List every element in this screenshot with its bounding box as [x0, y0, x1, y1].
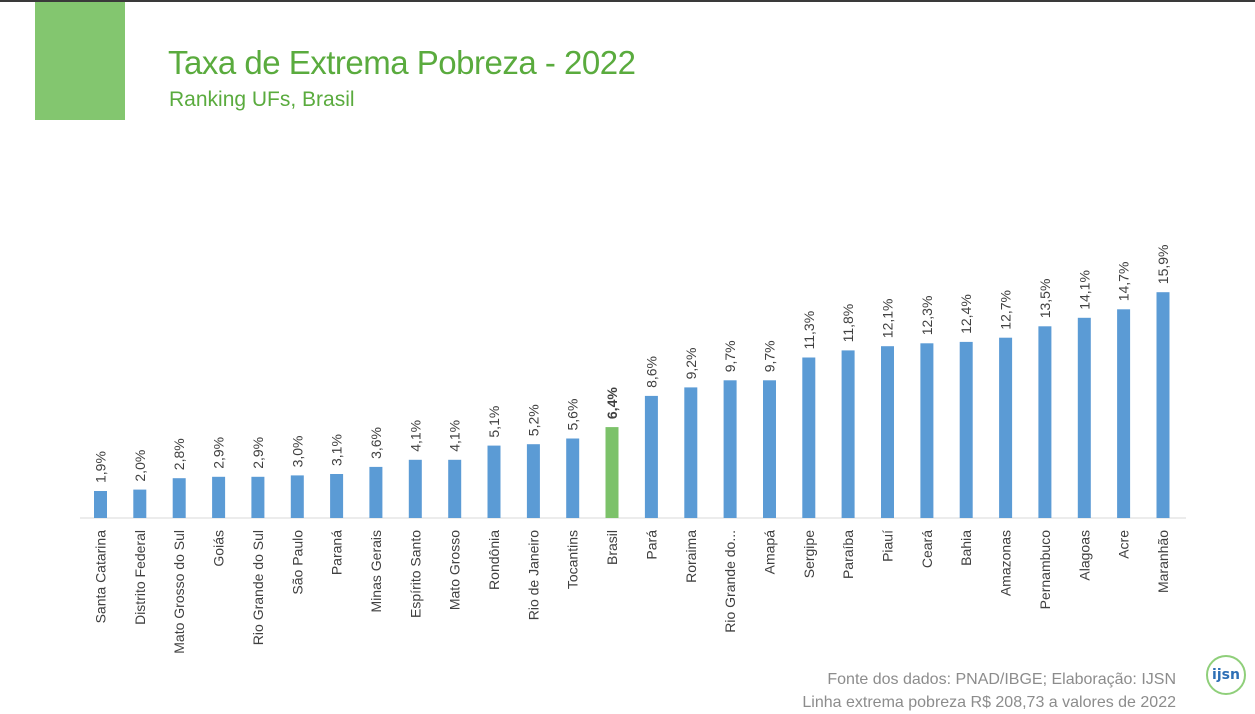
category-label: Brasil — [604, 530, 620, 565]
bar — [566, 438, 580, 518]
category-label: Piauí — [880, 530, 896, 562]
data-label: 12,3% — [919, 296, 935, 336]
category-label: Espírito Santo — [407, 530, 423, 618]
category-label: Acre — [1116, 530, 1132, 559]
accent-block — [35, 2, 125, 120]
category-label: Rondônia — [486, 530, 502, 590]
category-label: Rio de Janeiro — [525, 530, 541, 620]
data-label: 8,6% — [643, 356, 659, 388]
category-label: Amazonas — [998, 530, 1014, 596]
category-label: Mato Grosso do Sul — [171, 530, 187, 654]
data-label: 12,4% — [958, 294, 974, 334]
data-label: 9,2% — [683, 347, 699, 379]
bar — [999, 337, 1013, 518]
category-label: Paraíba — [840, 530, 856, 579]
ijsn-logo: ijsn — [1206, 655, 1246, 695]
poverty-line-note: Linha extrema pobreza R$ 208,73 a valore… — [802, 694, 1176, 711]
data-label: 4,1% — [407, 420, 423, 452]
data-label: 13,5% — [1037, 279, 1053, 319]
category-label: Alagoas — [1076, 530, 1092, 581]
bar — [959, 341, 973, 518]
category-label: Bahia — [958, 530, 974, 566]
data-label: 9,7% — [722, 340, 738, 372]
bar — [1038, 326, 1052, 518]
data-label: 3,1% — [329, 434, 345, 466]
data-label: 3,0% — [289, 435, 305, 467]
category-label: Distrito Federal — [132, 530, 148, 625]
data-label: 5,1% — [486, 406, 502, 438]
bar — [487, 445, 501, 518]
data-label: 5,6% — [565, 399, 581, 431]
category-label: Mato Grosso — [447, 530, 463, 610]
category-label: Rio Grande do Sul — [250, 530, 266, 645]
bar — [1077, 317, 1091, 518]
data-label: 2,9% — [250, 437, 266, 469]
bar — [802, 357, 816, 518]
category-label: Sergipe — [801, 530, 817, 578]
category-label: Ceará — [919, 530, 935, 568]
data-label: 11,3% — [801, 311, 817, 350]
bar — [408, 459, 422, 518]
bar — [723, 380, 737, 518]
data-label: 14,1% — [1076, 270, 1092, 310]
data-label: 15,9% — [1155, 244, 1171, 284]
data-label: 12,1% — [880, 298, 896, 338]
bar — [881, 346, 894, 518]
category-label: Maranhão — [1155, 530, 1171, 593]
bar — [920, 343, 934, 518]
bar — [1117, 309, 1131, 518]
bar — [448, 459, 462, 518]
bar — [212, 476, 226, 518]
data-label: 2,8% — [171, 438, 187, 470]
category-label: Minas Gerais — [368, 530, 384, 612]
data-label: 12,7% — [998, 290, 1014, 330]
bar — [172, 478, 186, 518]
bar — [605, 427, 619, 518]
category-label: Pernambuco — [1037, 530, 1053, 610]
data-label: 4,1% — [447, 420, 463, 452]
category-label: Santa Catarina — [93, 530, 109, 624]
bar — [841, 350, 855, 518]
bar — [369, 466, 383, 518]
bar — [763, 380, 776, 518]
category-label: Rio Grande do... — [722, 530, 738, 633]
bar — [251, 476, 265, 518]
category-label: Amapá — [762, 530, 778, 575]
category-label: Pará — [643, 530, 659, 560]
bar — [1156, 292, 1170, 518]
data-label: 2,0% — [132, 450, 148, 482]
data-label: 1,9% — [93, 451, 109, 483]
bar — [133, 489, 147, 518]
data-label: 5,2% — [525, 404, 541, 436]
footer-notes: Fonte dos dados: PNAD/IBGE; Elaboração: … — [802, 668, 1176, 714]
data-label: 14,7% — [1116, 262, 1132, 302]
bar — [644, 395, 658, 518]
bar — [684, 387, 698, 518]
top-rule — [0, 0, 1255, 2]
data-label: 2,9% — [211, 437, 227, 469]
data-label: 11,8% — [840, 304, 856, 343]
data-label: 6,4% — [604, 387, 620, 419]
bar — [526, 444, 540, 518]
chart-subtitle: Ranking UFs, Brasil — [169, 88, 355, 111]
category-label: Paraná — [329, 530, 345, 575]
data-label: 9,7% — [762, 340, 778, 372]
category-label: São Paulo — [289, 530, 305, 595]
chart-title: Taxa de Extrema Pobreza - 2022 — [168, 44, 636, 81]
data-label: 3,6% — [368, 427, 384, 459]
bar — [290, 475, 304, 518]
category-label: Roraima — [683, 530, 699, 583]
bar — [94, 491, 107, 518]
source-note: Fonte dos dados: PNAD/IBGE; Elaboração: … — [827, 671, 1176, 688]
category-label: Tocantins — [565, 530, 581, 589]
bar — [330, 474, 344, 518]
category-label: Goiás — [211, 530, 227, 567]
